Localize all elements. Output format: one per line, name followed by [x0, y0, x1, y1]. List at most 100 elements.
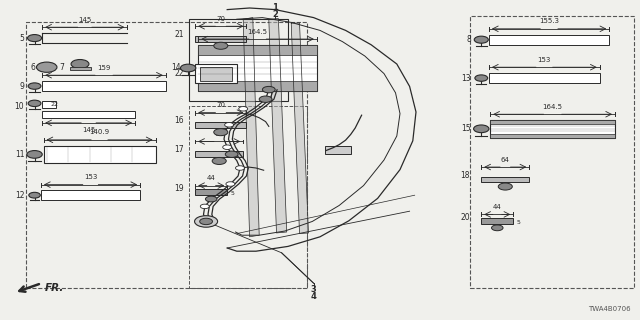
Circle shape: [28, 35, 42, 42]
Bar: [489, 73, 600, 83]
Text: 159: 159: [97, 65, 111, 71]
Polygon shape: [291, 23, 308, 234]
Text: 14: 14: [171, 63, 180, 73]
Text: 7: 7: [59, 63, 64, 72]
Polygon shape: [243, 18, 259, 237]
Circle shape: [200, 204, 209, 209]
Circle shape: [200, 218, 212, 225]
Bar: [198, 81, 317, 91]
Bar: [325, 146, 351, 154]
Text: 164.5: 164.5: [248, 28, 268, 35]
Text: 16: 16: [174, 116, 184, 125]
Text: 44: 44: [493, 204, 502, 210]
Circle shape: [225, 151, 238, 157]
Circle shape: [71, 60, 89, 68]
Text: 3: 3: [311, 285, 316, 294]
Text: 5: 5: [230, 191, 234, 196]
Text: 145: 145: [78, 17, 92, 23]
Bar: [195, 122, 246, 128]
Bar: [70, 67, 91, 70]
Bar: [195, 151, 243, 157]
Bar: [481, 218, 513, 224]
Text: 22: 22: [174, 69, 184, 78]
Circle shape: [36, 62, 57, 72]
Text: 145: 145: [82, 127, 95, 133]
Text: 9: 9: [19, 82, 24, 91]
Circle shape: [474, 125, 489, 132]
Circle shape: [225, 123, 234, 127]
Text: 140.9: 140.9: [90, 129, 109, 135]
Circle shape: [214, 42, 228, 49]
Bar: [489, 35, 609, 45]
Bar: [26, 22, 307, 288]
Bar: [490, 120, 615, 138]
Circle shape: [474, 36, 488, 43]
Bar: [200, 67, 232, 81]
Text: 6: 6: [30, 63, 35, 72]
Text: 64: 64: [501, 156, 509, 163]
Text: 19: 19: [174, 184, 184, 193]
Text: 155.3: 155.3: [539, 18, 559, 24]
Circle shape: [475, 75, 488, 81]
Text: 164.5: 164.5: [543, 104, 563, 110]
Bar: [481, 177, 529, 182]
Circle shape: [28, 100, 41, 107]
Text: 10: 10: [15, 102, 24, 111]
Bar: [195, 36, 246, 42]
Text: FR.: FR.: [45, 283, 64, 293]
Circle shape: [214, 129, 228, 136]
Text: 1: 1: [272, 4, 278, 12]
Circle shape: [195, 216, 218, 227]
Text: 5: 5: [19, 34, 24, 43]
Bar: [44, 146, 156, 163]
Circle shape: [262, 86, 275, 93]
Text: 22: 22: [51, 102, 59, 107]
Text: 64: 64: [215, 131, 223, 137]
Bar: [42, 101, 56, 108]
Text: 11: 11: [15, 150, 24, 159]
Bar: [42, 81, 166, 91]
Circle shape: [259, 96, 272, 102]
Bar: [470, 16, 634, 288]
Bar: [490, 120, 615, 124]
Text: 44: 44: [207, 175, 216, 181]
Bar: [195, 189, 227, 195]
Bar: [195, 64, 237, 83]
Circle shape: [205, 196, 217, 202]
Text: 70: 70: [216, 102, 225, 108]
Circle shape: [180, 64, 196, 72]
Circle shape: [492, 225, 503, 231]
Circle shape: [226, 182, 235, 186]
Text: 5: 5: [516, 220, 520, 225]
Circle shape: [236, 166, 244, 170]
Circle shape: [29, 192, 40, 198]
Bar: [42, 111, 135, 118]
Bar: [198, 45, 317, 91]
Text: 70: 70: [216, 16, 225, 22]
Circle shape: [28, 83, 41, 89]
Text: 21: 21: [174, 30, 184, 39]
Text: 17: 17: [174, 145, 184, 154]
Text: 8: 8: [467, 35, 471, 44]
Circle shape: [223, 145, 232, 149]
Circle shape: [239, 107, 248, 111]
Text: 20: 20: [460, 213, 470, 222]
Bar: [189, 106, 307, 288]
Text: 4: 4: [310, 292, 317, 301]
Bar: [41, 190, 140, 200]
Bar: [198, 45, 317, 55]
Text: TWA4B0706: TWA4B0706: [588, 306, 630, 312]
Text: 15: 15: [461, 124, 471, 133]
Circle shape: [498, 183, 512, 190]
Circle shape: [27, 151, 42, 158]
Bar: [189, 19, 288, 101]
Circle shape: [212, 157, 227, 164]
Bar: [490, 134, 615, 138]
Text: 12: 12: [15, 191, 24, 200]
Text: 153: 153: [84, 174, 97, 180]
Text: 153: 153: [538, 57, 551, 63]
Polygon shape: [269, 19, 287, 233]
Text: 13: 13: [461, 74, 471, 83]
Text: 18: 18: [460, 171, 470, 180]
Text: 2: 2: [272, 10, 278, 19]
